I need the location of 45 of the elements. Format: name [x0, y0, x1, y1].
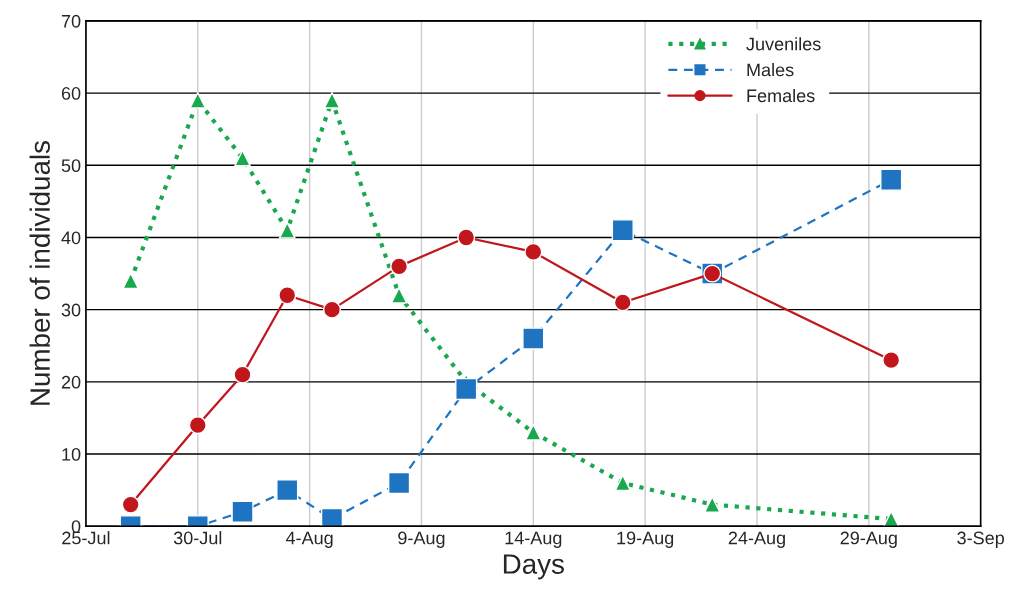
- point: [390, 286, 408, 304]
- y-tick-label: 10: [62, 447, 81, 461]
- legend-label: Juveniles: [746, 37, 821, 51]
- point: [613, 293, 632, 312]
- point: [880, 168, 903, 191]
- x-tick-label: 29-Aug: [840, 531, 897, 548]
- y-tick-label: 50: [61, 159, 81, 173]
- point: [278, 286, 297, 305]
- point: [703, 496, 721, 513]
- point: [276, 479, 299, 502]
- x-tick-label: 3-Sep: [957, 531, 1004, 548]
- x-tick-label: 14-Aug: [505, 531, 562, 548]
- y-tick-label: 60: [61, 87, 81, 100]
- point: [387, 471, 411, 495]
- point: [188, 416, 207, 435]
- point: [457, 228, 476, 247]
- y-axis-title: Number of individuals: [29, 141, 50, 405]
- point: [322, 300, 342, 319]
- point: [390, 257, 409, 276]
- y-tick-label: 30: [61, 303, 81, 317]
- point: [611, 219, 634, 242]
- point: [121, 495, 140, 514]
- point: [524, 424, 542, 441]
- x-tick-label: 30-Jul: [173, 531, 222, 545]
- point: [524, 242, 543, 261]
- point: [882, 351, 901, 370]
- x-tick-label: 25-Jul: [62, 531, 110, 545]
- x-tick-label: 24-Aug: [728, 531, 785, 548]
- legend-label: Females: [747, 88, 815, 103]
- point: [189, 92, 207, 109]
- point: [278, 221, 296, 239]
- point: [323, 92, 341, 109]
- x-axis-title: Days: [503, 554, 564, 580]
- point: [522, 327, 545, 350]
- legend-label: Males: [747, 63, 794, 77]
- x-tick-label: 4-Aug: [285, 531, 333, 548]
- y-tick-label: 40: [61, 231, 81, 245]
- x-tick-label: 9-Aug: [398, 531, 445, 548]
- point: [233, 365, 252, 384]
- y-tick-label: 70: [61, 14, 81, 28]
- point: [231, 500, 254, 523]
- y-tick-label: 20: [61, 375, 81, 389]
- point: [320, 507, 344, 527]
- point: [455, 377, 478, 401]
- x-tick-label: 19-Aug: [617, 531, 674, 548]
